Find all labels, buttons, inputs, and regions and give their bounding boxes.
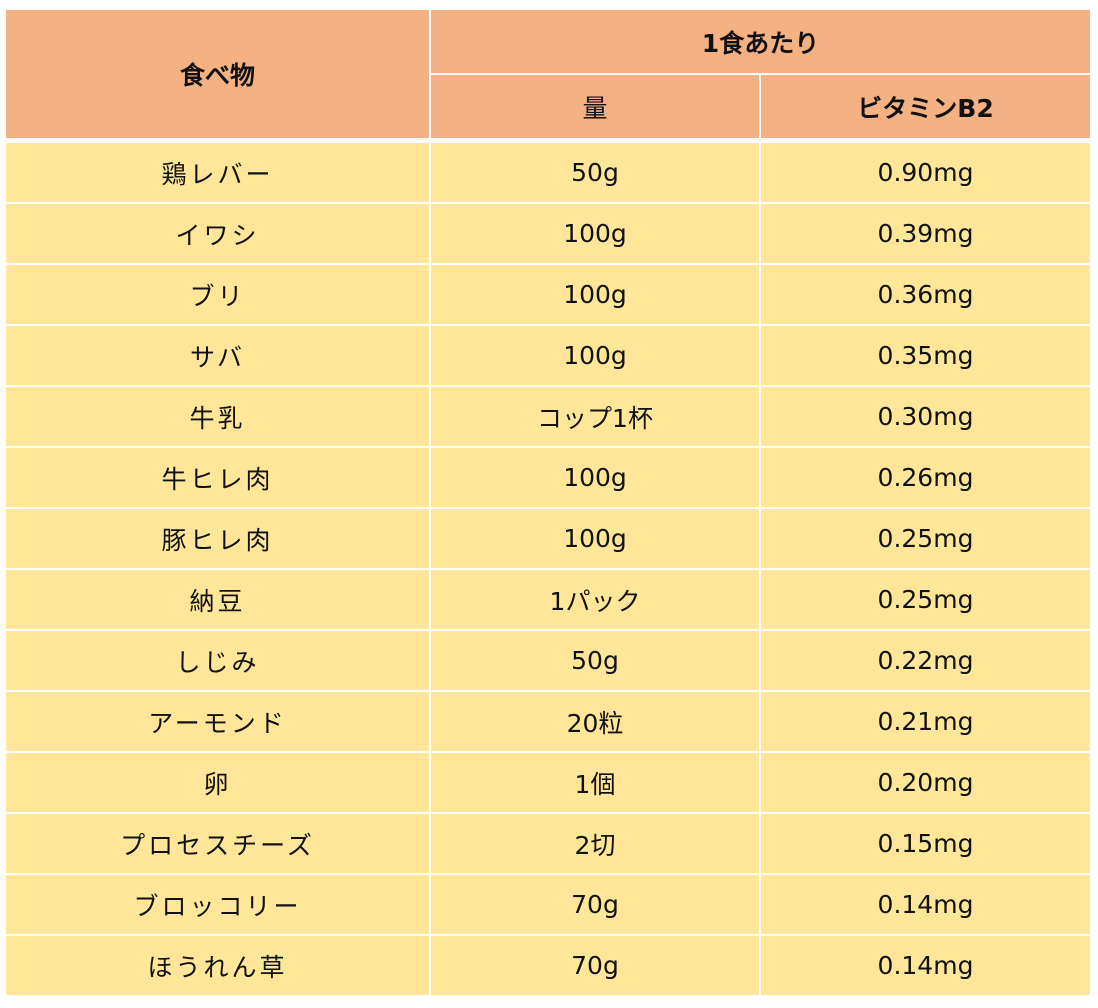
vitamin-cell: 0.36mg <box>761 265 1090 326</box>
food-cell: 卵 <box>6 753 431 814</box>
table-row: 牛乳 コップ1杯 0.30mg <box>6 387 1090 448</box>
table-row: ブリ 100g 0.36mg <box>6 265 1090 326</box>
vitamin-cell: 0.25mg <box>761 509 1090 570</box>
table-header: 食べ物 1食あたり 量 ビタミンB2 <box>6 10 1090 143</box>
vitamin-cell: 0.14mg <box>761 875 1090 936</box>
table-row: アーモンド 20粒 0.21mg <box>6 692 1090 753</box>
vitamin-cell: 0.30mg <box>761 387 1090 448</box>
vitamin-cell: 0.25mg <box>761 570 1090 631</box>
vitamin-b2-table: 食べ物 1食あたり 量 ビタミンB2 鶏レバー 50g 0.90mg イワシ 1… <box>6 10 1090 997</box>
table-row: 卵 1個 0.20mg <box>6 753 1090 814</box>
vitamin-cell: 0.35mg <box>761 326 1090 387</box>
header-vitamin-b2: ビタミンB2 <box>761 75 1090 143</box>
food-cell: 納豆 <box>6 570 431 631</box>
table-row: ブロッコリー 70g 0.14mg <box>6 875 1090 936</box>
table-row: 納豆 1パック 0.25mg <box>6 570 1090 631</box>
vitamin-cell: 0.26mg <box>761 448 1090 509</box>
amount-cell: 100g <box>431 204 761 265</box>
vitamin-cell: 0.39mg <box>761 204 1090 265</box>
amount-cell: コップ1杯 <box>431 387 761 448</box>
food-cell: ほうれん草 <box>6 936 431 997</box>
header-row-top: 食べ物 1食あたり <box>6 10 1090 143</box>
amount-cell: 1個 <box>431 753 761 814</box>
vitamin-cell: 0.21mg <box>761 692 1090 753</box>
amount-cell: 50g <box>431 631 761 692</box>
table-row: サバ 100g 0.35mg <box>6 326 1090 387</box>
food-cell: ブリ <box>6 265 431 326</box>
header-row-sub: 量 ビタミンB2 <box>6 75 1090 143</box>
food-cell: 牛乳 <box>6 387 431 448</box>
amount-cell: 100g <box>431 265 761 326</box>
vitamin-cell: 0.22mg <box>761 631 1090 692</box>
food-cell: プロセスチーズ <box>6 814 431 875</box>
table-row: 牛ヒレ肉 100g 0.26mg <box>6 448 1090 509</box>
table-row: 鶏レバー 50g 0.90mg <box>6 143 1090 204</box>
amount-cell: 50g <box>431 143 761 204</box>
table-row: しじみ 50g 0.22mg <box>6 631 1090 692</box>
food-cell: 鶏レバー <box>6 143 431 204</box>
table-row: 豚ヒレ肉 100g 0.25mg <box>6 509 1090 570</box>
header-food: 食べ物 <box>6 10 431 143</box>
amount-cell: 100g <box>431 326 761 387</box>
amount-cell: 100g <box>431 509 761 570</box>
header-amount: 量 <box>431 75 761 143</box>
food-cell: 牛ヒレ肉 <box>6 448 431 509</box>
amount-cell: 2切 <box>431 814 761 875</box>
vitamin-cell: 0.15mg <box>761 814 1090 875</box>
table-row: イワシ 100g 0.39mg <box>6 204 1090 265</box>
food-cell: アーモンド <box>6 692 431 753</box>
amount-cell: 70g <box>431 936 761 997</box>
food-cell: しじみ <box>6 631 431 692</box>
table-body: 鶏レバー 50g 0.90mg イワシ 100g 0.39mg ブリ 100g … <box>6 143 1090 997</box>
amount-cell: 20粒 <box>431 692 761 753</box>
vitamin-cell: 0.90mg <box>761 143 1090 204</box>
food-cell: サバ <box>6 326 431 387</box>
table-row: ほうれん草 70g 0.14mg <box>6 936 1090 997</box>
food-cell: ブロッコリー <box>6 875 431 936</box>
food-cell: イワシ <box>6 204 431 265</box>
amount-cell: 100g <box>431 448 761 509</box>
header-per-serving: 1食あたり <box>431 10 1090 75</box>
vitamin-cell: 0.20mg <box>761 753 1090 814</box>
amount-cell: 1パック <box>431 570 761 631</box>
food-cell: 豚ヒレ肉 <box>6 509 431 570</box>
vitamin-cell: 0.14mg <box>761 936 1090 997</box>
table-row: プロセスチーズ 2切 0.15mg <box>6 814 1090 875</box>
amount-cell: 70g <box>431 875 761 936</box>
